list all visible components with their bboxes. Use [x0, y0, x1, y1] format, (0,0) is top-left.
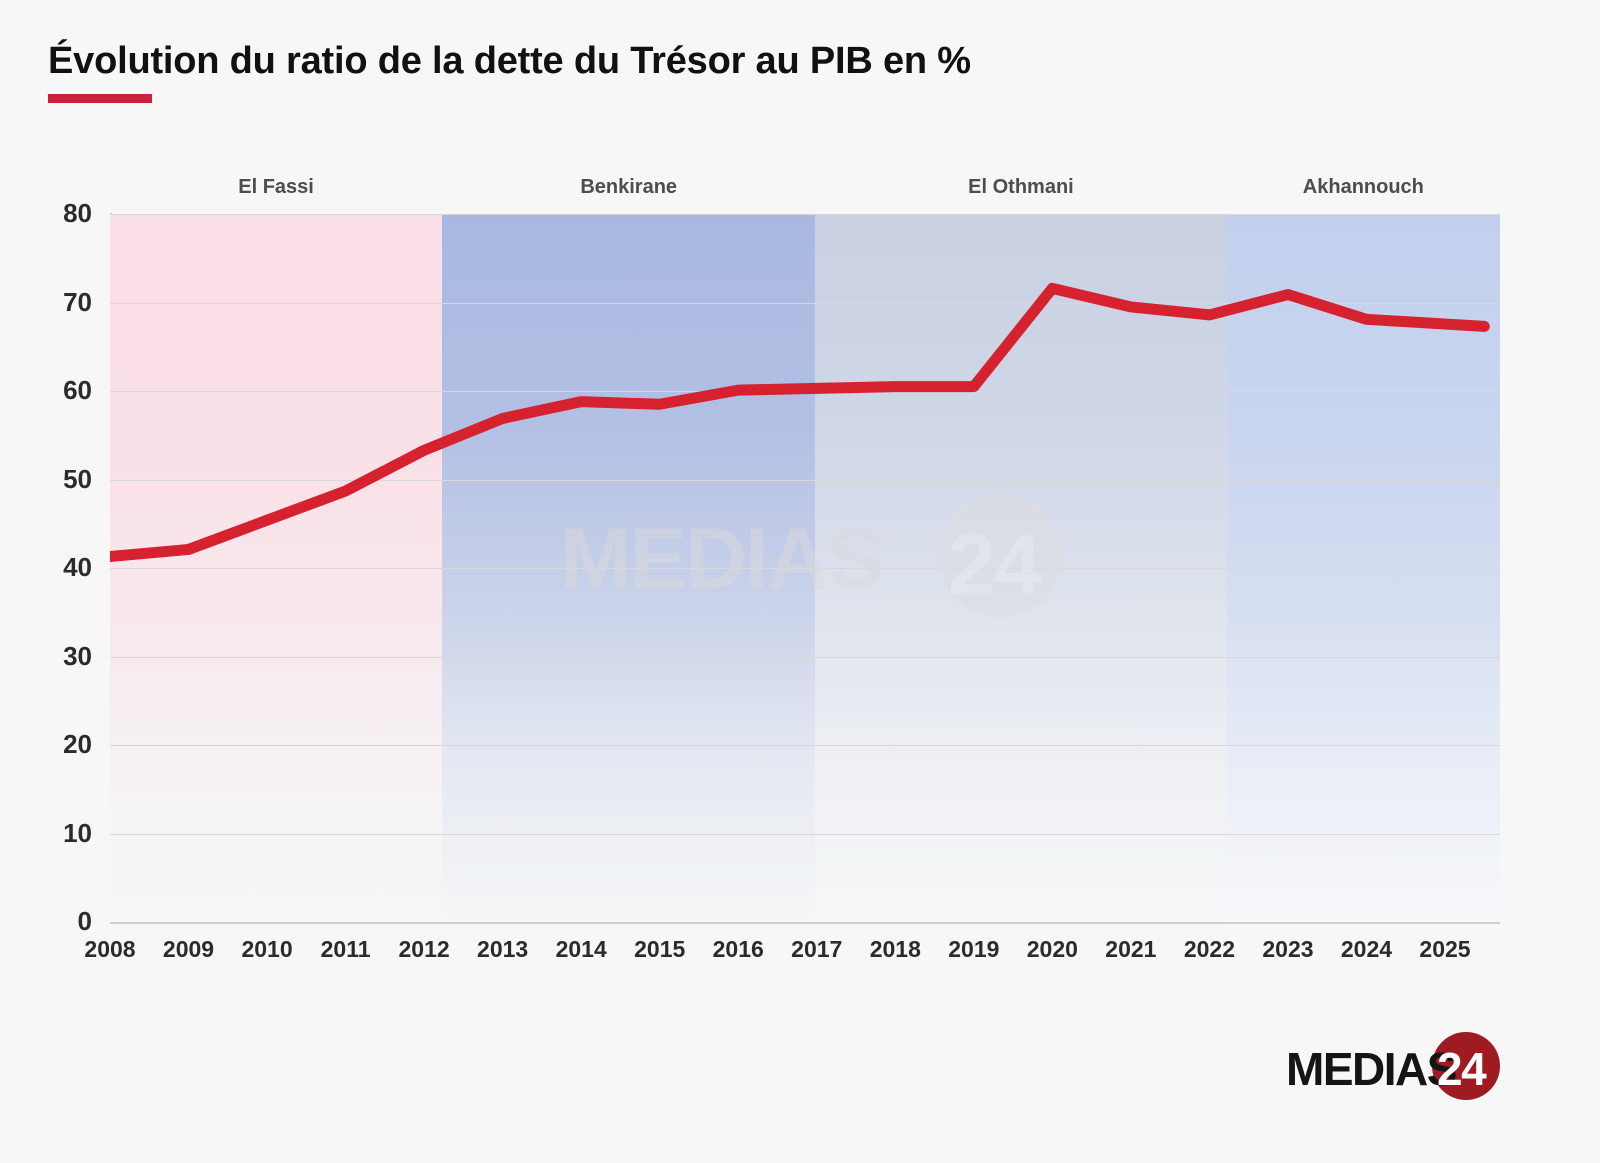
gridline-y-50 [110, 479, 1500, 481]
debt-ratio-line [110, 282, 1490, 562]
gridline-y-40 [110, 568, 1500, 569]
gridline-y-20 [110, 745, 1500, 746]
page-title: Évolution du ratio de la dette du Trésor… [48, 40, 971, 82]
gridline-y-0 [110, 922, 1500, 924]
y-tick-label-20: 20 [63, 729, 92, 759]
y-tick-label-0: 0 [77, 906, 92, 936]
x-tick-label-2009: 2009 [162, 936, 215, 962]
x-tick-label-2014: 2014 [555, 936, 607, 962]
x-tick-label-2021: 2021 [1105, 936, 1157, 962]
x-tick-label-2020: 2020 [1026, 936, 1078, 962]
era-label-benkirane: Benkirane [580, 176, 678, 198]
x-tick-label-2025: 2025 [1419, 936, 1471, 962]
y-tick-label-50: 50 [63, 463, 92, 494]
x-tick-label-2022: 2022 [1183, 936, 1235, 962]
gridline-y-30 [110, 656, 1500, 658]
y-tick-label-60: 60 [63, 375, 92, 405]
gridline-y-70 [110, 302, 1500, 304]
era-label-akhannouch: Akhannouch [1302, 176, 1424, 198]
x-tick-label-2018: 2018 [869, 936, 921, 962]
x-tick-label-2017: 2017 [791, 936, 843, 962]
data-line-svg [110, 282, 1490, 562]
x-tick-label-2011: 2011 [320, 936, 371, 962]
title-accent-rule [48, 93, 152, 103]
era-label-el-fassi: El Fassi [238, 176, 314, 198]
logo-circle-badge [1432, 1032, 1500, 1100]
x-tick-label-2013: 2013 [477, 936, 529, 962]
x-tick-label-2015: 2015 [634, 936, 686, 962]
x-tick-label-2023: 2023 [1262, 936, 1314, 962]
y-tick-label-80: 80 [63, 198, 92, 228]
x-tick-label-2016: 2016 [712, 936, 764, 962]
plot-area [110, 214, 1500, 924]
y-tick-label-40: 40 [63, 552, 92, 582]
title-block: Évolution du ratio de la dette du Trésor… [48, 40, 1248, 103]
x-tick-label-2024: 2024 [1340, 936, 1393, 962]
logo-text: MEDIAS [1286, 1043, 1457, 1095]
x-tick-label-2010: 2010 [241, 936, 293, 962]
x-tick-label-2019: 2019 [948, 936, 1000, 962]
medias24-logo: MEDIAS 24 [1286, 1030, 1536, 1102]
y-tick-label-30: 30 [63, 640, 92, 671]
x-tick-label-2008: 2008 [84, 936, 136, 962]
y-tick-label-70: 70 [63, 286, 92, 317]
x-tick-label-2012: 2012 [398, 936, 450, 962]
gridline-y-80 [110, 214, 1500, 215]
logo-badge-text: 24 [1437, 1043, 1487, 1095]
era-label-el-othmani: El Othmani [968, 176, 1074, 198]
gridline-y-10 [110, 833, 1500, 835]
y-tick-label-10: 10 [63, 817, 92, 848]
